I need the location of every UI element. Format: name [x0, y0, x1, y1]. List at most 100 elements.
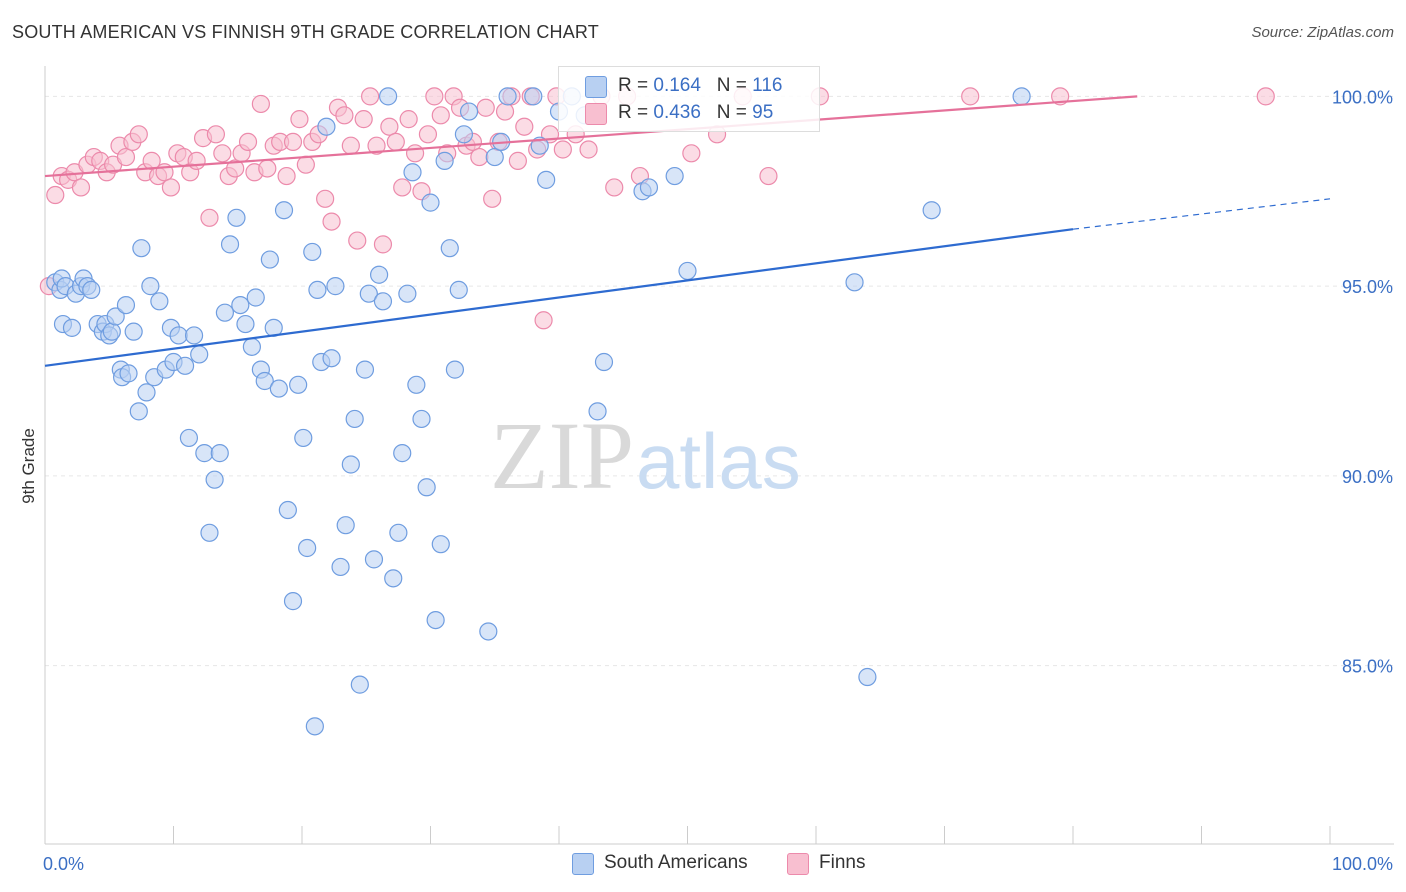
south-americans-point — [412, 409, 431, 429]
finns-point — [508, 151, 527, 170]
finns-point — [283, 132, 303, 152]
south-americans-point — [336, 516, 355, 535]
south-americans-point — [150, 292, 169, 311]
y-axis-label: 9th Grade — [19, 428, 38, 504]
south-americans-swatch — [585, 76, 607, 98]
finns-point — [483, 189, 502, 208]
south-americans-point — [190, 345, 209, 364]
south-americans-point — [137, 383, 156, 402]
finns-r-value: 0.436 — [653, 102, 701, 123]
south-americans-point — [175, 356, 195, 375]
finns-point — [46, 185, 65, 205]
south-americans-legend-swatch — [572, 853, 594, 875]
south-americans-point — [331, 557, 350, 577]
south-americans-point — [445, 360, 465, 379]
south-americans-point — [665, 166, 684, 186]
south-americans-point — [524, 87, 543, 106]
south-americans-point — [289, 375, 308, 394]
south-americans-point — [278, 500, 297, 520]
finns-point — [238, 132, 258, 152]
south-americans-point — [639, 178, 659, 197]
axes — [44, 66, 1394, 845]
finns-point — [71, 178, 91, 197]
finns-point — [258, 159, 277, 178]
finns-point — [759, 166, 778, 186]
r-label: R = — [618, 102, 649, 123]
south-americans-point — [195, 444, 214, 463]
finns-point — [316, 189, 335, 208]
grid-lines — [45, 95, 1394, 667]
south-americans-point — [322, 349, 341, 368]
south-americans-point — [454, 125, 474, 144]
south-americans-point — [294, 428, 313, 448]
watermark-zip: ZIP — [490, 402, 634, 509]
south-americans-point — [184, 326, 204, 345]
finns-point — [380, 117, 399, 136]
finns-point — [116, 147, 136, 167]
finns-point — [605, 178, 624, 197]
south-americans-point — [845, 273, 864, 292]
finns-point — [129, 125, 148, 144]
y-tick-label: 85.0% — [1342, 657, 1393, 677]
finns-point — [534, 311, 553, 330]
finns-swatch — [585, 103, 607, 125]
south-americans-point — [378, 87, 398, 106]
finns-point — [425, 87, 444, 106]
south-americans-point — [82, 280, 101, 300]
x-tick-label: 100.0% — [1332, 854, 1393, 874]
south-americans-point — [62, 318, 82, 337]
south-americans-point — [485, 147, 504, 167]
trend-lines — [44, 95, 1331, 367]
finns-point — [431, 106, 450, 125]
south-americans-point — [373, 292, 393, 311]
south-americans-point — [200, 523, 219, 542]
y-tick-label: 95.0% — [1342, 277, 1393, 297]
south-americans-point — [269, 379, 288, 398]
south-americans-point — [922, 201, 941, 220]
south-americans-point — [141, 277, 160, 296]
finns-point — [213, 144, 232, 163]
south-americans-point — [426, 610, 445, 630]
n-label: N = — [716, 102, 747, 123]
finns-point — [290, 110, 309, 129]
finns-legend-swatch — [787, 853, 809, 875]
south-americans-r-value: 0.164 — [653, 75, 701, 96]
south-americans-point — [537, 170, 556, 189]
finns-point — [361, 87, 380, 106]
south-americans-point — [530, 136, 549, 155]
south-americans-point — [220, 235, 240, 254]
south-americans-point — [231, 295, 250, 315]
stats-legend: R = 0.164 N = 116 R = 0.436 N = 95 — [558, 66, 820, 132]
finns-point — [399, 110, 418, 129]
south-americans-point — [303, 242, 322, 262]
finns-point — [200, 208, 219, 227]
south-americans-point — [236, 314, 255, 334]
south-americans-point — [246, 288, 265, 307]
south-americans-trend-line — [44, 228, 1074, 367]
south-americans-points — [46, 87, 1031, 736]
south-americans-point — [403, 163, 422, 182]
tick-labels: 85.0% 90.0% 95.0% 100.0% 0.0% 100.0% — [43, 87, 1393, 874]
finns-point — [348, 231, 367, 250]
chart-title: SOUTH AMERICAN VS FINNISH 9TH GRADE CORR… — [12, 22, 600, 42]
series-legend: South Americans Finns — [0, 850, 1406, 878]
south-americans-point — [132, 239, 151, 258]
south-americans-point — [479, 622, 498, 641]
south-americans-point — [102, 322, 121, 341]
south-americans-point — [326, 277, 345, 296]
y-tick-label: 100.0% — [1332, 87, 1393, 107]
finns-n-value: 95 — [752, 102, 774, 123]
south-americans-point — [341, 455, 360, 474]
finns-point — [495, 102, 515, 121]
finns-point — [277, 166, 296, 186]
finns-point — [251, 94, 270, 114]
south-americans-point — [359, 284, 378, 303]
finns-point — [405, 144, 425, 163]
south-americans-point — [431, 535, 450, 554]
south-americans-point — [421, 193, 440, 212]
south-americans-point — [345, 409, 364, 429]
south-americans-point — [384, 569, 403, 588]
south-americans-point — [317, 117, 336, 136]
south-americans-point — [119, 364, 138, 383]
